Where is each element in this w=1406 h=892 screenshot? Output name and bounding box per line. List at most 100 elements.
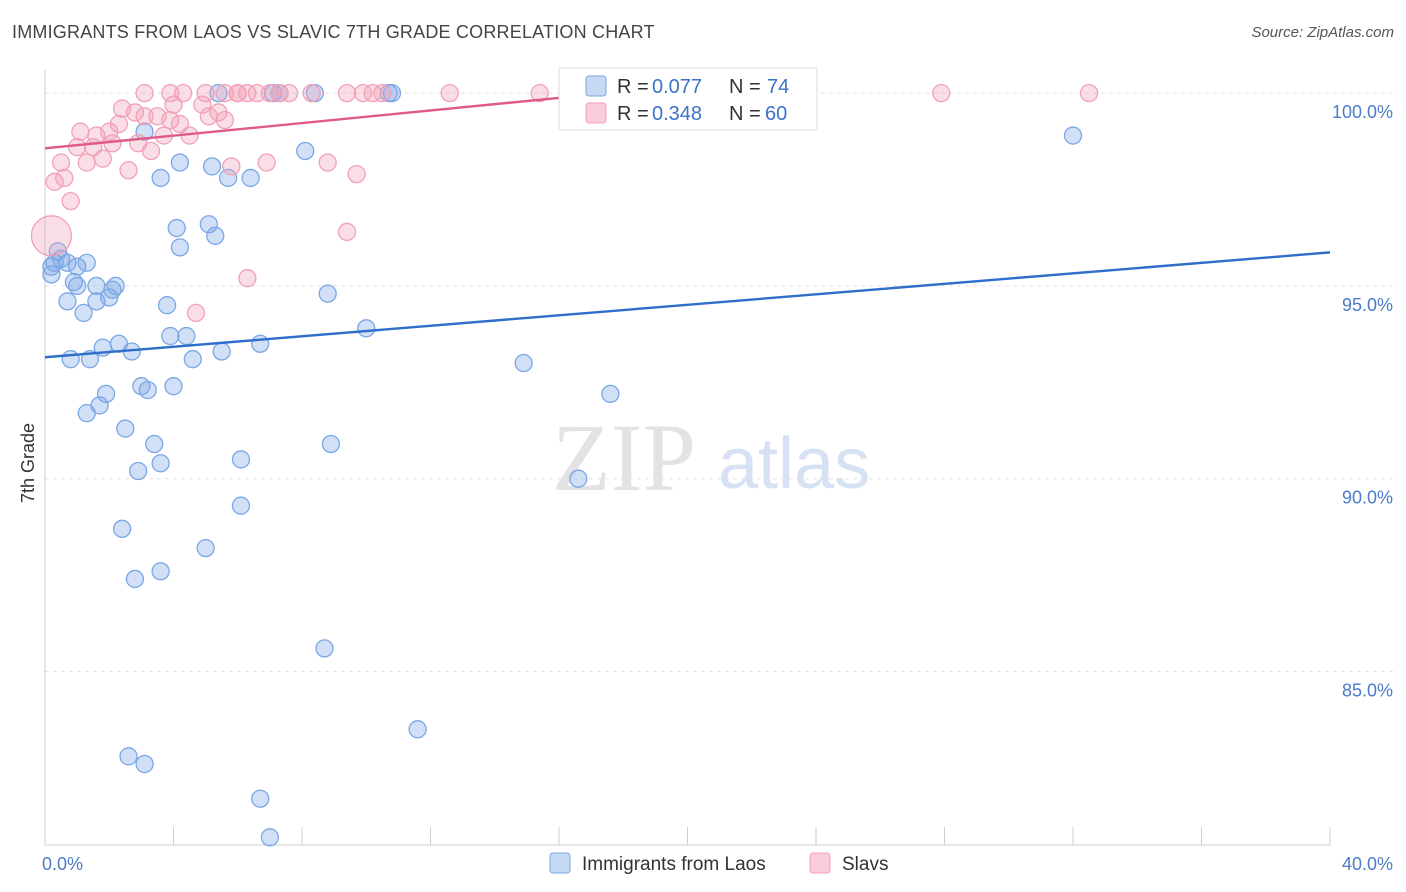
slavs-point-50 <box>353 83 373 103</box>
slavs-point-35 <box>337 222 357 242</box>
laos-point-57 <box>170 238 190 257</box>
laos-point-24 <box>183 350 202 369</box>
laos-point-49 <box>260 828 280 847</box>
laos-point-62 <box>357 319 376 338</box>
slavs-point-45 <box>260 83 280 103</box>
slavs-point-4 <box>61 191 80 211</box>
legend-r-value-laos: 0.077 <box>652 76 702 98</box>
laos-point-72 <box>1063 126 1083 145</box>
trend-lines <box>44 91 1331 359</box>
slavs-point-38 <box>161 83 180 103</box>
watermark: ZIP atlas <box>552 404 870 511</box>
slavs-point-7 <box>77 153 96 172</box>
slavs-point-46 <box>270 83 289 103</box>
slavs-point-37 <box>135 83 154 103</box>
x-tick-label-left: 0.0% <box>42 854 83 874</box>
legend-n-value-laos: 74 <box>767 76 789 98</box>
laos-point-63 <box>514 353 533 373</box>
slavs-point-52 <box>373 83 392 103</box>
laos-point-32 <box>77 404 96 423</box>
slavs-point-36 <box>347 164 366 184</box>
laos-point-53 <box>202 157 222 176</box>
laos-point-5 <box>58 253 77 272</box>
slavs-point-18 <box>135 107 154 126</box>
slavs-point-40 <box>196 83 215 103</box>
laos-trend-line <box>44 251 1331 359</box>
slavs-point-0 <box>30 215 73 257</box>
slavs-point-22 <box>161 110 180 130</box>
slavs-point-39 <box>173 83 193 103</box>
series-legend-swatch-slavs <box>809 852 831 874</box>
laos-point-26 <box>251 334 270 353</box>
slavs-point-44 <box>247 83 267 103</box>
legend-swatch-laos <box>585 75 607 97</box>
laos-point-25 <box>212 342 231 361</box>
slavs-point-47 <box>279 83 299 103</box>
slavs-point-5 <box>67 137 87 157</box>
laos-point-61 <box>318 284 337 303</box>
legend-swatch-slavs <box>585 102 607 124</box>
slavs-point-54 <box>530 83 549 103</box>
laos-point-28 <box>138 380 157 400</box>
laos-point-7 <box>77 253 96 272</box>
laos-point-22 <box>161 326 180 346</box>
laos-point-42 <box>151 562 170 581</box>
laos-point-38 <box>321 434 341 454</box>
laos-point-41 <box>196 538 215 558</box>
slavs-point-19 <box>141 141 161 161</box>
laos-point-52 <box>170 153 190 172</box>
laos-point-19 <box>61 350 80 369</box>
slavs-point-33 <box>257 153 276 172</box>
slavs-point-41 <box>215 83 235 103</box>
laos-point-45 <box>408 720 427 739</box>
laos-point-11 <box>106 276 125 296</box>
laos-point-47 <box>135 754 154 774</box>
slavs-point-10 <box>93 149 112 168</box>
y-axis-title: 7th Grade <box>18 423 38 503</box>
tick-labels: 100.0% 95.0% 90.0% 85.0% 0.0% 40.0% <box>42 102 1393 874</box>
laos-point-58 <box>199 215 218 234</box>
slavs-point-31 <box>222 157 241 176</box>
laos-point-60 <box>296 141 315 161</box>
laos-point-30 <box>96 384 116 404</box>
slavs-point-3 <box>55 168 74 188</box>
laos-point-35 <box>151 454 170 473</box>
series-legend-label-laos: Immigrants from Laos <box>582 854 766 875</box>
y-tick-label-3: 85.0% <box>1342 680 1393 700</box>
laos-point-44 <box>315 639 334 658</box>
chart-title: IMMIGRANTS FROM LAOS VS SLAVIC 7TH GRADE… <box>12 22 655 42</box>
x-tick-label-right: 40.0% <box>1342 854 1393 874</box>
laos-point-55 <box>241 168 260 188</box>
laos-point-56 <box>167 218 186 238</box>
laos-point-71 <box>382 83 402 103</box>
slavs-point-43 <box>238 83 257 103</box>
slavs-point-32 <box>238 269 257 288</box>
slavs-point-16 <box>125 103 145 122</box>
laos-point-59 <box>206 226 225 245</box>
slavs-point-30 <box>215 110 235 130</box>
legend-r-value-slavs: 0.348 <box>652 103 702 125</box>
legend-n-value-slavs: 60 <box>765 103 787 125</box>
laos-point-40 <box>112 519 132 538</box>
laos-point-36 <box>129 461 148 481</box>
slavs-point-11 <box>100 122 119 141</box>
legend-r-label-laos: R = <box>617 76 649 98</box>
slavs-point-2 <box>51 153 71 172</box>
legend-n-label-slavs: N = <box>729 103 761 125</box>
y-tick-label-1: 95.0% <box>1342 295 1393 315</box>
watermark-atlas: atlas <box>718 424 870 504</box>
slavs-point-49 <box>337 83 357 103</box>
data-points <box>30 83 1099 847</box>
slavs-point-27 <box>193 95 212 114</box>
laos-point-46 <box>119 747 138 766</box>
laos-point-51 <box>151 168 170 188</box>
laos-point-21 <box>157 296 177 315</box>
laos-point-73 <box>64 272 84 292</box>
laos-point-37 <box>231 450 251 469</box>
laos-point-13 <box>74 303 93 323</box>
watermark-zip: ZIP <box>552 404 696 511</box>
laos-point-33 <box>116 419 135 438</box>
slavs-point-34 <box>318 153 337 172</box>
laos-point-23 <box>177 326 196 346</box>
